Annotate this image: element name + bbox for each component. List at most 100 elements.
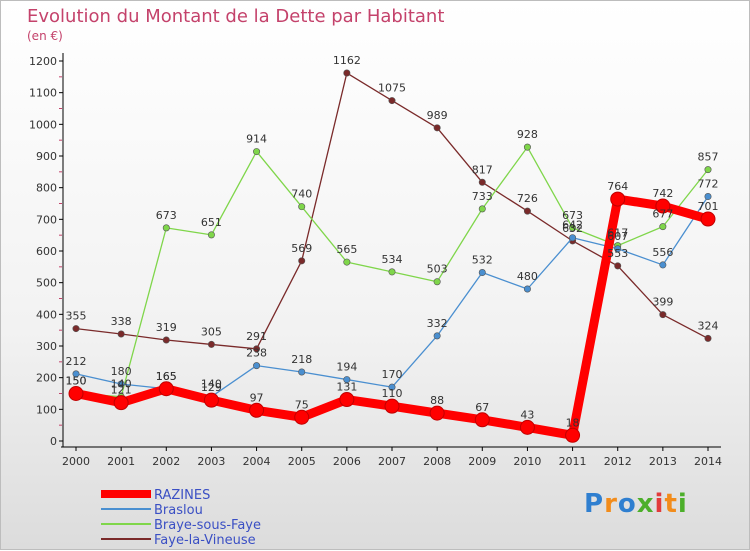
data-point bbox=[249, 402, 265, 418]
data-point bbox=[72, 370, 80, 378]
data-point bbox=[478, 205, 486, 213]
logo-letter: o bbox=[617, 489, 637, 519]
data-point bbox=[158, 381, 174, 397]
data-label: 121 bbox=[111, 384, 132, 397]
y-tick-label: 700 bbox=[36, 213, 57, 226]
logo-letter: r bbox=[604, 489, 618, 519]
data-point bbox=[704, 334, 712, 342]
data-label: 150 bbox=[66, 375, 87, 388]
data-point bbox=[339, 392, 355, 408]
data-point bbox=[388, 383, 396, 391]
data-label: 565 bbox=[336, 243, 357, 256]
legend-label: Braye-sous-Faye bbox=[154, 518, 261, 533]
data-label: 673 bbox=[156, 209, 177, 222]
data-label: 726 bbox=[517, 192, 538, 205]
data-point bbox=[117, 330, 125, 338]
data-point bbox=[207, 340, 215, 348]
data-label: 212 bbox=[66, 355, 87, 368]
logo-letter: i bbox=[677, 489, 688, 519]
y-tick-label: 1000 bbox=[29, 118, 57, 131]
data-label: 319 bbox=[156, 321, 177, 334]
data-label: 194 bbox=[336, 361, 357, 374]
data-label: 742 bbox=[652, 187, 673, 200]
y-tick-label: 900 bbox=[36, 150, 57, 163]
x-tick-label: 2003 bbox=[197, 455, 225, 468]
data-point bbox=[117, 380, 125, 388]
data-label: 673 bbox=[562, 209, 583, 222]
y-tick-label: 200 bbox=[36, 372, 57, 385]
data-label: 305 bbox=[201, 325, 222, 338]
data-label: 677 bbox=[652, 208, 673, 221]
data-label: 733 bbox=[472, 190, 493, 203]
data-label: 165 bbox=[156, 370, 177, 383]
x-tick-label: 2000 bbox=[62, 455, 90, 468]
data-point bbox=[655, 198, 671, 214]
logo-letter: t bbox=[664, 489, 678, 519]
data-point bbox=[433, 124, 441, 132]
data-point bbox=[388, 268, 396, 276]
data-point bbox=[207, 231, 215, 239]
legend-label: Braslou bbox=[154, 503, 203, 518]
data-label: 632 bbox=[562, 222, 583, 235]
data-point bbox=[294, 409, 310, 425]
data-point bbox=[565, 427, 581, 443]
x-tick-label: 2008 bbox=[423, 455, 451, 468]
data-label: 165 bbox=[156, 370, 177, 383]
data-point bbox=[253, 345, 261, 353]
data-point bbox=[704, 193, 712, 201]
data-point bbox=[659, 261, 667, 269]
data-point bbox=[162, 336, 170, 344]
logo-letter: i bbox=[654, 489, 665, 519]
x-tick-label: 2012 bbox=[604, 455, 632, 468]
x-tick-label: 2010 bbox=[513, 455, 541, 468]
data-point bbox=[113, 395, 129, 411]
data-label: 180 bbox=[111, 365, 132, 378]
data-label: 651 bbox=[201, 216, 222, 229]
data-point bbox=[429, 405, 445, 421]
data-point bbox=[253, 148, 261, 156]
data-label: 642 bbox=[562, 219, 583, 232]
data-label: 503 bbox=[427, 263, 448, 276]
y-tick-label: 100 bbox=[36, 403, 57, 416]
data-label: 772 bbox=[698, 178, 719, 191]
data-label: 532 bbox=[472, 254, 493, 267]
data-label: 67 bbox=[475, 401, 489, 414]
logo-letter: x bbox=[636, 489, 655, 519]
data-point bbox=[384, 398, 400, 414]
y-tick-label: 500 bbox=[36, 277, 57, 290]
data-point bbox=[433, 332, 441, 340]
legend-label: RAZINES bbox=[154, 488, 210, 503]
data-point bbox=[253, 362, 261, 370]
data-label: 701 bbox=[698, 200, 719, 213]
data-label: 291 bbox=[246, 330, 267, 343]
y-tick-label: 800 bbox=[36, 182, 57, 195]
data-label: 150 bbox=[66, 375, 87, 388]
x-tick-label: 2004 bbox=[243, 455, 271, 468]
data-label: 914 bbox=[246, 133, 267, 146]
data-point bbox=[68, 386, 84, 401]
data-label: 534 bbox=[382, 253, 403, 266]
data-label: 1075 bbox=[378, 82, 406, 95]
chart-unit-label: (en €) bbox=[27, 29, 63, 43]
data-point bbox=[388, 97, 396, 105]
data-point bbox=[523, 143, 531, 151]
data-label: 553 bbox=[607, 247, 628, 260]
data-label: 110 bbox=[382, 387, 403, 400]
data-label: 355 bbox=[66, 310, 87, 323]
y-tick-label: 300 bbox=[36, 340, 57, 353]
y-tick-label: 400 bbox=[36, 308, 57, 321]
series-razines bbox=[68, 191, 716, 443]
data-point bbox=[614, 245, 622, 253]
legend-label: Faye-la-Vineuse bbox=[154, 533, 256, 548]
data-point bbox=[700, 211, 716, 227]
data-label: 399 bbox=[652, 296, 673, 309]
data-point bbox=[610, 191, 626, 207]
data-label: 607 bbox=[607, 230, 628, 243]
chart-title: Evolution du Montant de la Dette par Hab… bbox=[27, 6, 445, 27]
data-label: 43 bbox=[520, 408, 534, 421]
data-label: 97 bbox=[250, 391, 264, 404]
x-tick-label: 2013 bbox=[649, 455, 677, 468]
data-label: 170 bbox=[382, 368, 403, 381]
data-point bbox=[298, 203, 306, 211]
data-point bbox=[659, 223, 667, 231]
